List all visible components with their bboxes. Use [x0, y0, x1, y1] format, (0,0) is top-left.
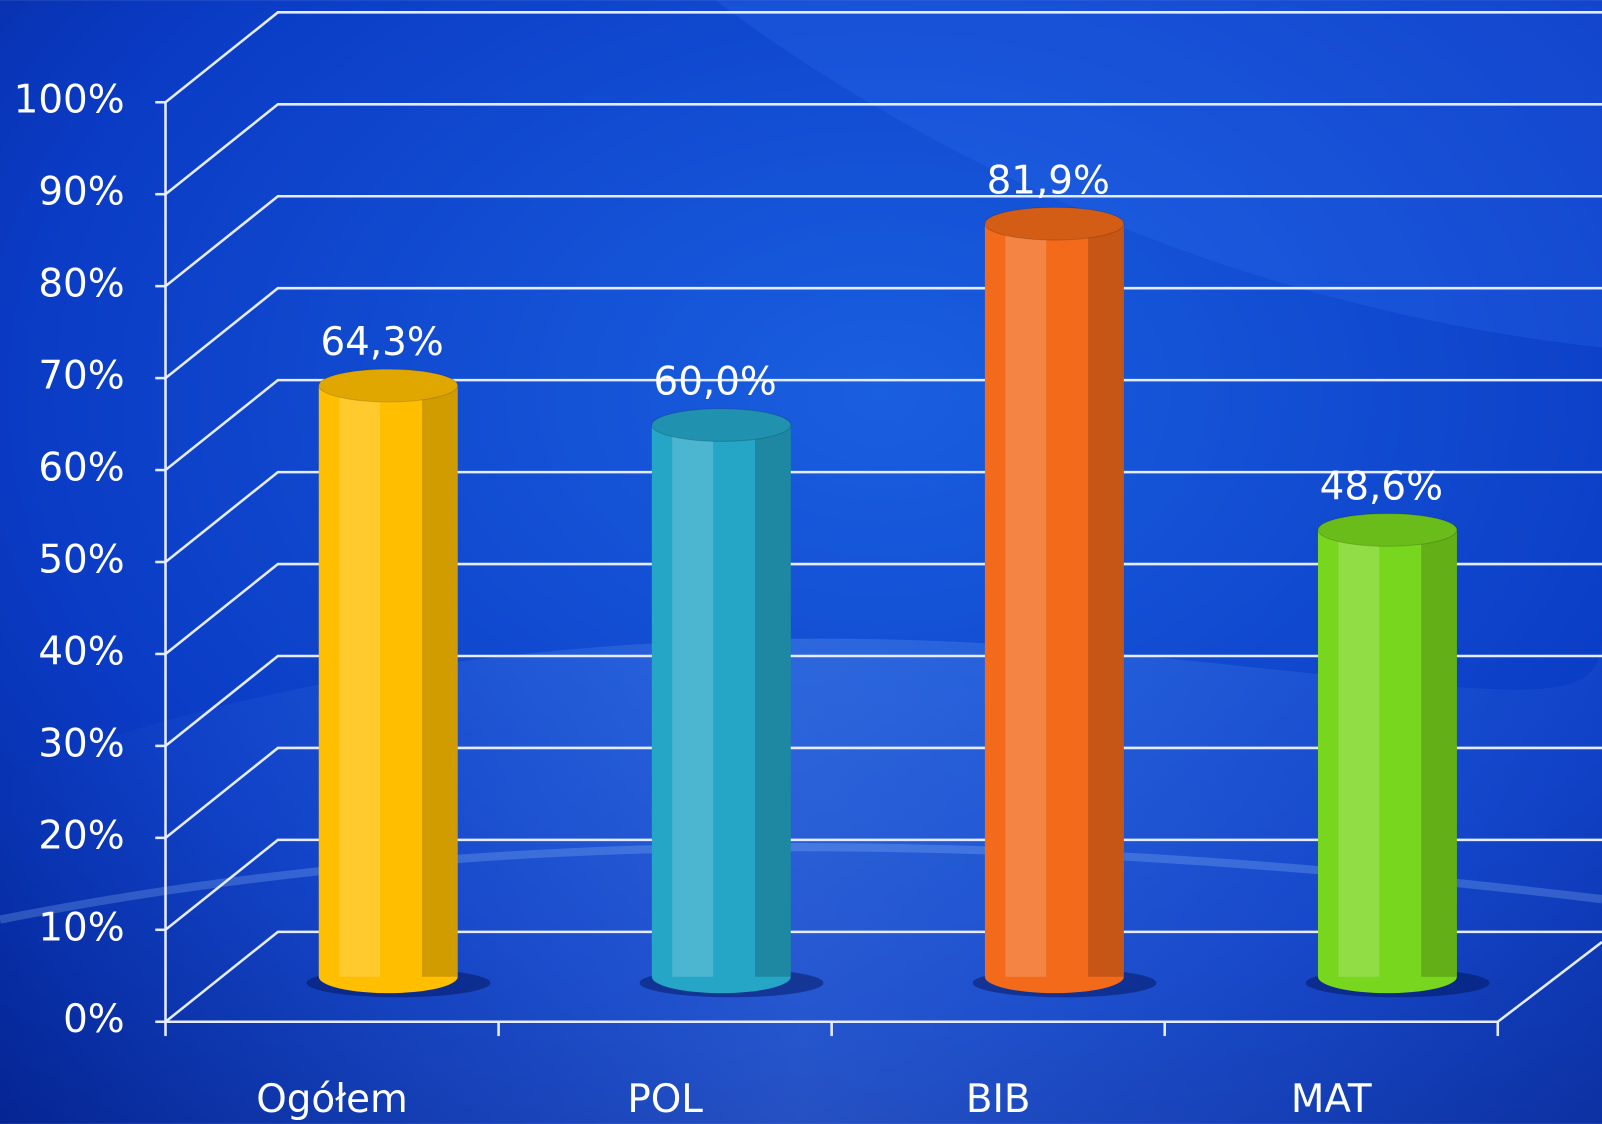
grid-line — [164, 11, 1602, 104]
bar-top-shade — [651, 408, 791, 442]
y-tick-label: 30% — [38, 721, 124, 766]
x-tick-label: Ogółem — [256, 1077, 408, 1122]
y-tick-label: 10% — [38, 905, 124, 950]
value-label: 60,0% — [654, 360, 777, 405]
grid-line — [164, 470, 1602, 563]
value-label: 48,6% — [1320, 465, 1443, 510]
y-tick-label: 0% — [63, 997, 125, 1042]
bar-top-shade — [318, 369, 458, 402]
grid-line — [164, 286, 1602, 380]
bar-dark-edge — [421, 385, 458, 977]
grid-line — [164, 930, 1602, 1023]
grid-line — [164, 378, 1602, 472]
y-tick-label: 70% — [38, 354, 124, 399]
x-tick-label: BIB — [966, 1077, 1031, 1122]
y-tick-label: 90% — [38, 170, 124, 215]
y-tick-label: 50% — [38, 538, 124, 583]
background-wave — [715, 0, 1602, 348]
bar-top-shade — [1317, 513, 1457, 547]
grid-line — [164, 103, 1602, 196]
x-tick-label: MAT — [1291, 1077, 1372, 1122]
y-tick-label: 20% — [38, 813, 124, 858]
y-tick-label: 60% — [38, 446, 124, 491]
value-label: 64,3% — [320, 320, 443, 365]
bar-top — [1317, 513, 1458, 547]
bar-dark-edge — [1088, 223, 1124, 977]
grid-line — [164, 194, 1602, 288]
grid-line — [164, 562, 1602, 655]
bar-top — [318, 368, 459, 403]
plot: 0% 10% 20% 30% 40% 50% 60% 70% 80% 90% 100% Ogółem 6… — [14, 11, 1602, 1122]
grid-line — [164, 838, 1602, 931]
bar-highlight — [1005, 223, 1047, 977]
bar — [318, 385, 458, 994]
grid-line — [164, 746, 1602, 839]
bar-dark-edge — [755, 425, 791, 977]
bar-top-shade — [984, 207, 1124, 241]
bar — [651, 425, 791, 994]
y-tick-label: 40% — [38, 629, 124, 674]
y-tick-label: 80% — [38, 262, 124, 307]
bar-top — [651, 408, 792, 442]
bar — [984, 223, 1124, 994]
x-tick-label: POL — [627, 1077, 703, 1122]
bar-dark-edge — [1421, 529, 1457, 977]
bar-highlight — [1338, 529, 1380, 977]
bar-top — [984, 206, 1125, 241]
bar-highlight — [339, 385, 381, 977]
y-tick-label: 100% — [14, 78, 125, 123]
value-label: 81,9% — [987, 158, 1110, 203]
bar-highlight — [672, 425, 714, 977]
grid-line — [164, 654, 1602, 747]
bar — [1317, 529, 1457, 994]
